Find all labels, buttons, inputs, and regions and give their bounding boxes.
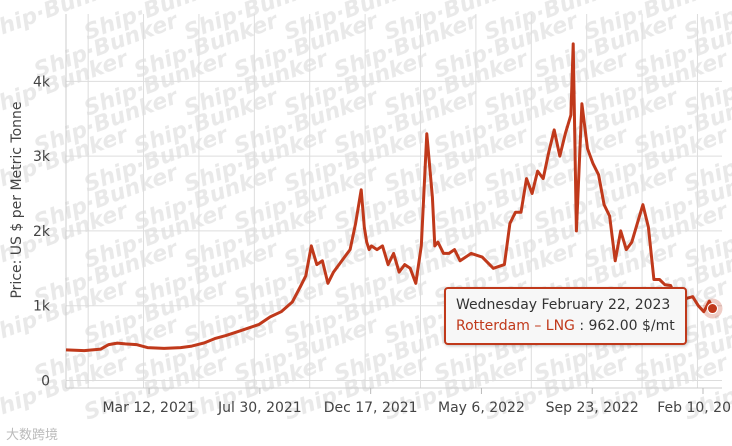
axis-layer: 0 1k 2k 3k 4k Mar 12, 2021 Jul 30, 2021 Dec 17,… — [33, 14, 732, 416]
watermark-layer: Ship·BunkerShip·BunkerShip·BunkerShip·Bu… — [0, 0, 732, 426]
tooltip: Wednesday February 22, 2023 Rotterdam – … — [444, 287, 687, 345]
corner-watermark: 大数跨境 — [6, 428, 59, 443]
x-tick-label-1: Jul 30, 2021 — [217, 400, 302, 416]
tooltip-series-row: Rotterdam – LNG : 962.00 $/mt — [456, 316, 675, 337]
tooltip-value: 962.00 $/mt — [588, 318, 675, 334]
series-line-0[interactable] — [65, 42, 714, 353]
hover-point[interactable] — [707, 303, 719, 315]
series-layer[interactable] — [65, 42, 723, 353]
y-tick-label-0: 0 — [41, 374, 50, 390]
tooltip-series-label: Rotterdam – LNG — [456, 318, 575, 334]
x-tick-label-4: Sep 23, 2022 — [546, 400, 639, 416]
y-tick-label-2: 2k — [33, 224, 51, 240]
x-tick-label-2: Dec 17, 2021 — [324, 400, 418, 416]
x-tick-label-0: Mar 12, 2021 — [102, 400, 195, 416]
grid-layer — [66, 14, 722, 388]
y-axis-title: Price: US $ per Metric Tonne — [9, 101, 25, 298]
y-tick-label-4: 4k — [33, 74, 51, 90]
x-tick-label-5: Feb 10, 2023 — [657, 400, 732, 416]
tooltip-separator: : — [574, 318, 589, 334]
y-tick-label-1: 1k — [33, 299, 51, 315]
x-tick-label-3: May 6, 2022 — [438, 400, 525, 416]
tooltip-date: Wednesday February 22, 2023 — [456, 297, 671, 313]
y-tick-label-3: 3k — [33, 149, 51, 165]
